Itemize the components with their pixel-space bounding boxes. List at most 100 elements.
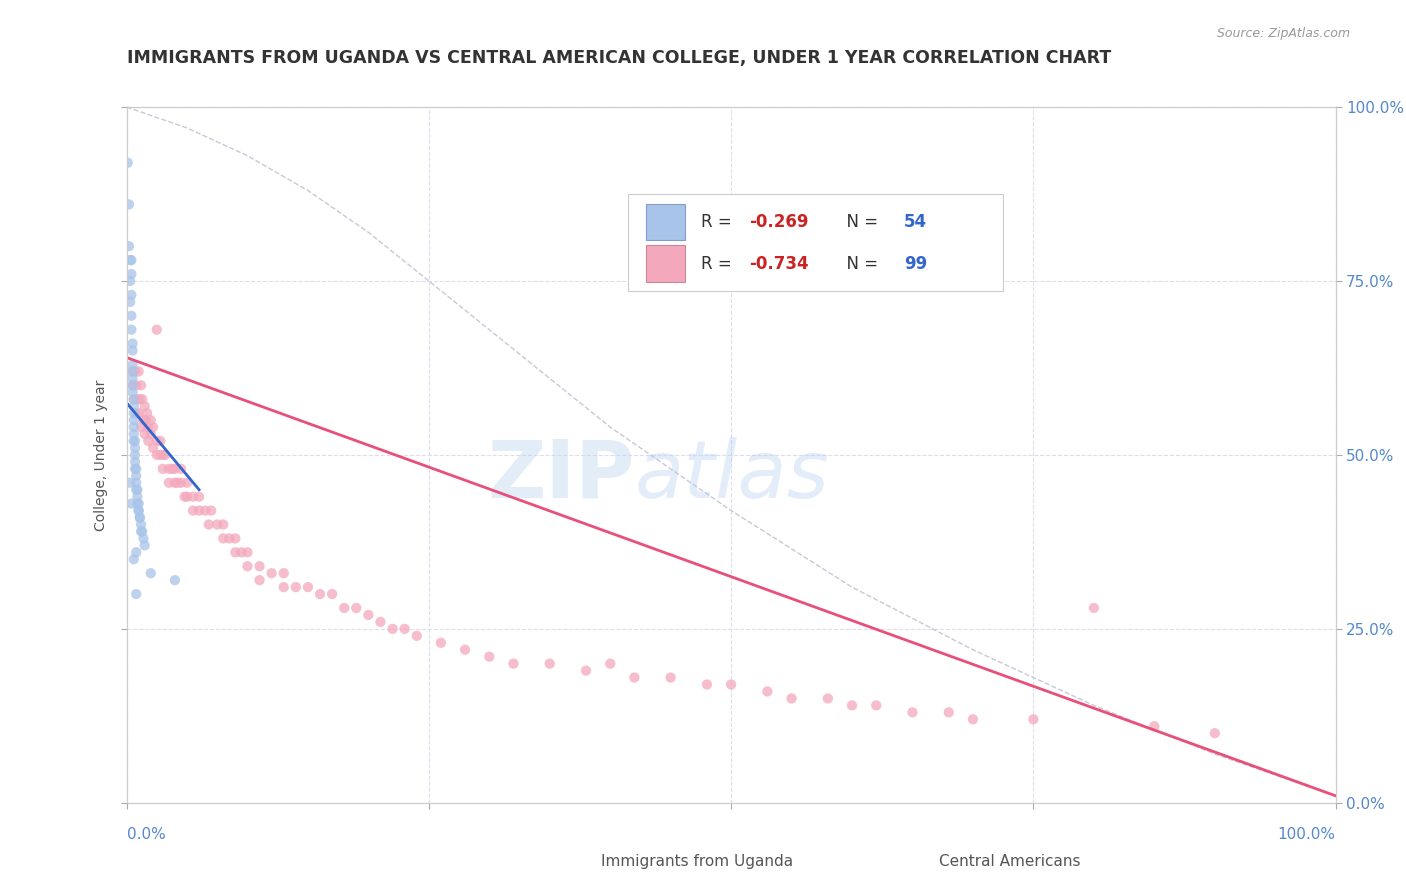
Point — [901, 706, 924, 720]
Point — [1083, 601, 1105, 615]
Point — [121, 371, 143, 385]
Point — [381, 622, 404, 636]
Point — [125, 468, 148, 483]
Point — [139, 427, 162, 442]
Point — [122, 406, 145, 420]
Point — [118, 197, 141, 211]
Point — [132, 532, 155, 546]
Point — [780, 691, 803, 706]
Point — [176, 475, 198, 490]
Point — [131, 524, 153, 539]
Point — [162, 462, 184, 476]
Point — [249, 573, 271, 587]
Point — [122, 392, 145, 407]
Point — [125, 475, 148, 490]
Point — [659, 671, 682, 685]
Point — [163, 462, 186, 476]
Point — [756, 684, 779, 698]
Point — [122, 420, 145, 434]
Point — [142, 441, 165, 455]
Text: 99: 99 — [904, 254, 928, 273]
Point — [128, 503, 150, 517]
Point — [121, 378, 143, 392]
Point — [134, 427, 156, 442]
Point — [134, 538, 156, 552]
Point — [120, 274, 142, 288]
Point — [188, 503, 211, 517]
Point — [124, 434, 146, 448]
Text: Source: ZipAtlas.com: Source: ZipAtlas.com — [1216, 27, 1350, 40]
Point — [136, 434, 159, 448]
Point — [157, 462, 180, 476]
Point — [124, 455, 146, 469]
Point — [720, 677, 742, 691]
Point — [249, 559, 271, 574]
Text: -0.269: -0.269 — [749, 213, 808, 231]
Point — [623, 671, 645, 685]
Point — [127, 497, 149, 511]
Point — [430, 636, 453, 650]
Point — [163, 475, 186, 490]
Point — [200, 503, 222, 517]
Point — [120, 288, 142, 302]
Point — [139, 566, 162, 581]
Point — [197, 517, 219, 532]
Point — [405, 629, 427, 643]
Point — [124, 448, 146, 462]
Point — [188, 490, 211, 504]
Text: R =: R = — [700, 254, 737, 273]
Point — [122, 399, 145, 413]
Point — [139, 413, 162, 427]
Point — [128, 510, 150, 524]
Point — [170, 475, 193, 490]
Point — [170, 462, 193, 476]
Point — [120, 323, 142, 337]
Point — [236, 559, 259, 574]
Point — [817, 691, 839, 706]
Point — [212, 532, 235, 546]
Point — [231, 545, 253, 559]
Point — [194, 503, 217, 517]
Point — [599, 657, 621, 671]
Point — [128, 510, 150, 524]
Point — [478, 649, 501, 664]
Point — [125, 587, 148, 601]
Point — [129, 524, 152, 539]
Text: atlas: atlas — [634, 437, 830, 515]
Point — [121, 343, 143, 358]
Point — [155, 448, 177, 462]
Point — [128, 497, 150, 511]
Point — [120, 497, 142, 511]
Point — [181, 503, 204, 517]
Point — [136, 420, 159, 434]
Point — [135, 413, 157, 427]
Text: N =: N = — [837, 254, 884, 273]
Point — [124, 364, 146, 378]
Point — [260, 566, 283, 581]
Point — [149, 434, 172, 448]
Point — [128, 503, 150, 517]
Point — [121, 385, 143, 400]
Point — [120, 253, 142, 268]
Point — [273, 566, 295, 581]
Point — [128, 364, 150, 378]
Point — [124, 462, 146, 476]
Point — [120, 475, 142, 490]
Point — [120, 294, 142, 309]
Point — [125, 545, 148, 559]
Point — [134, 399, 156, 413]
Point — [152, 462, 174, 476]
Point — [127, 392, 149, 407]
Point — [121, 364, 143, 378]
Point — [146, 448, 169, 462]
Point — [224, 545, 246, 559]
FancyBboxPatch shape — [647, 203, 685, 240]
Point — [129, 420, 152, 434]
Point — [125, 483, 148, 497]
Point — [224, 532, 246, 546]
Point — [163, 573, 186, 587]
Point — [146, 434, 169, 448]
Point — [128, 406, 150, 420]
Point — [166, 475, 188, 490]
FancyBboxPatch shape — [898, 847, 932, 877]
